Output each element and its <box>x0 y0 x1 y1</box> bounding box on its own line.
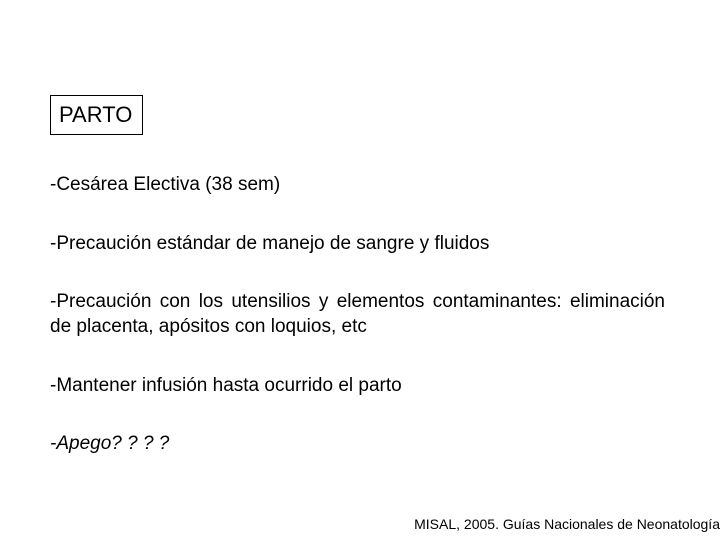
citation-text: MISAL, 2005. Guías Nacionales de Neonato… <box>414 516 720 532</box>
section-title: PARTO <box>59 102 132 127</box>
bullet-cesarea: -Cesárea Electiva (38 sem) <box>50 173 665 198</box>
bullet-precaucion-utensilios: -Precaución con los utensilios y element… <box>50 290 665 339</box>
bullet-precaucion-sangre: -Precaución estándar de manejo de sangre… <box>50 232 665 257</box>
bullet-apego: -Apego? ? ? ? <box>50 432 665 457</box>
slide-container: PARTO -Cesárea Electiva (38 sem) -Precau… <box>0 0 720 540</box>
bullet-infusion: -Mantener infusión hasta ocurrido el par… <box>50 374 665 399</box>
section-title-box: PARTO <box>50 95 143 135</box>
